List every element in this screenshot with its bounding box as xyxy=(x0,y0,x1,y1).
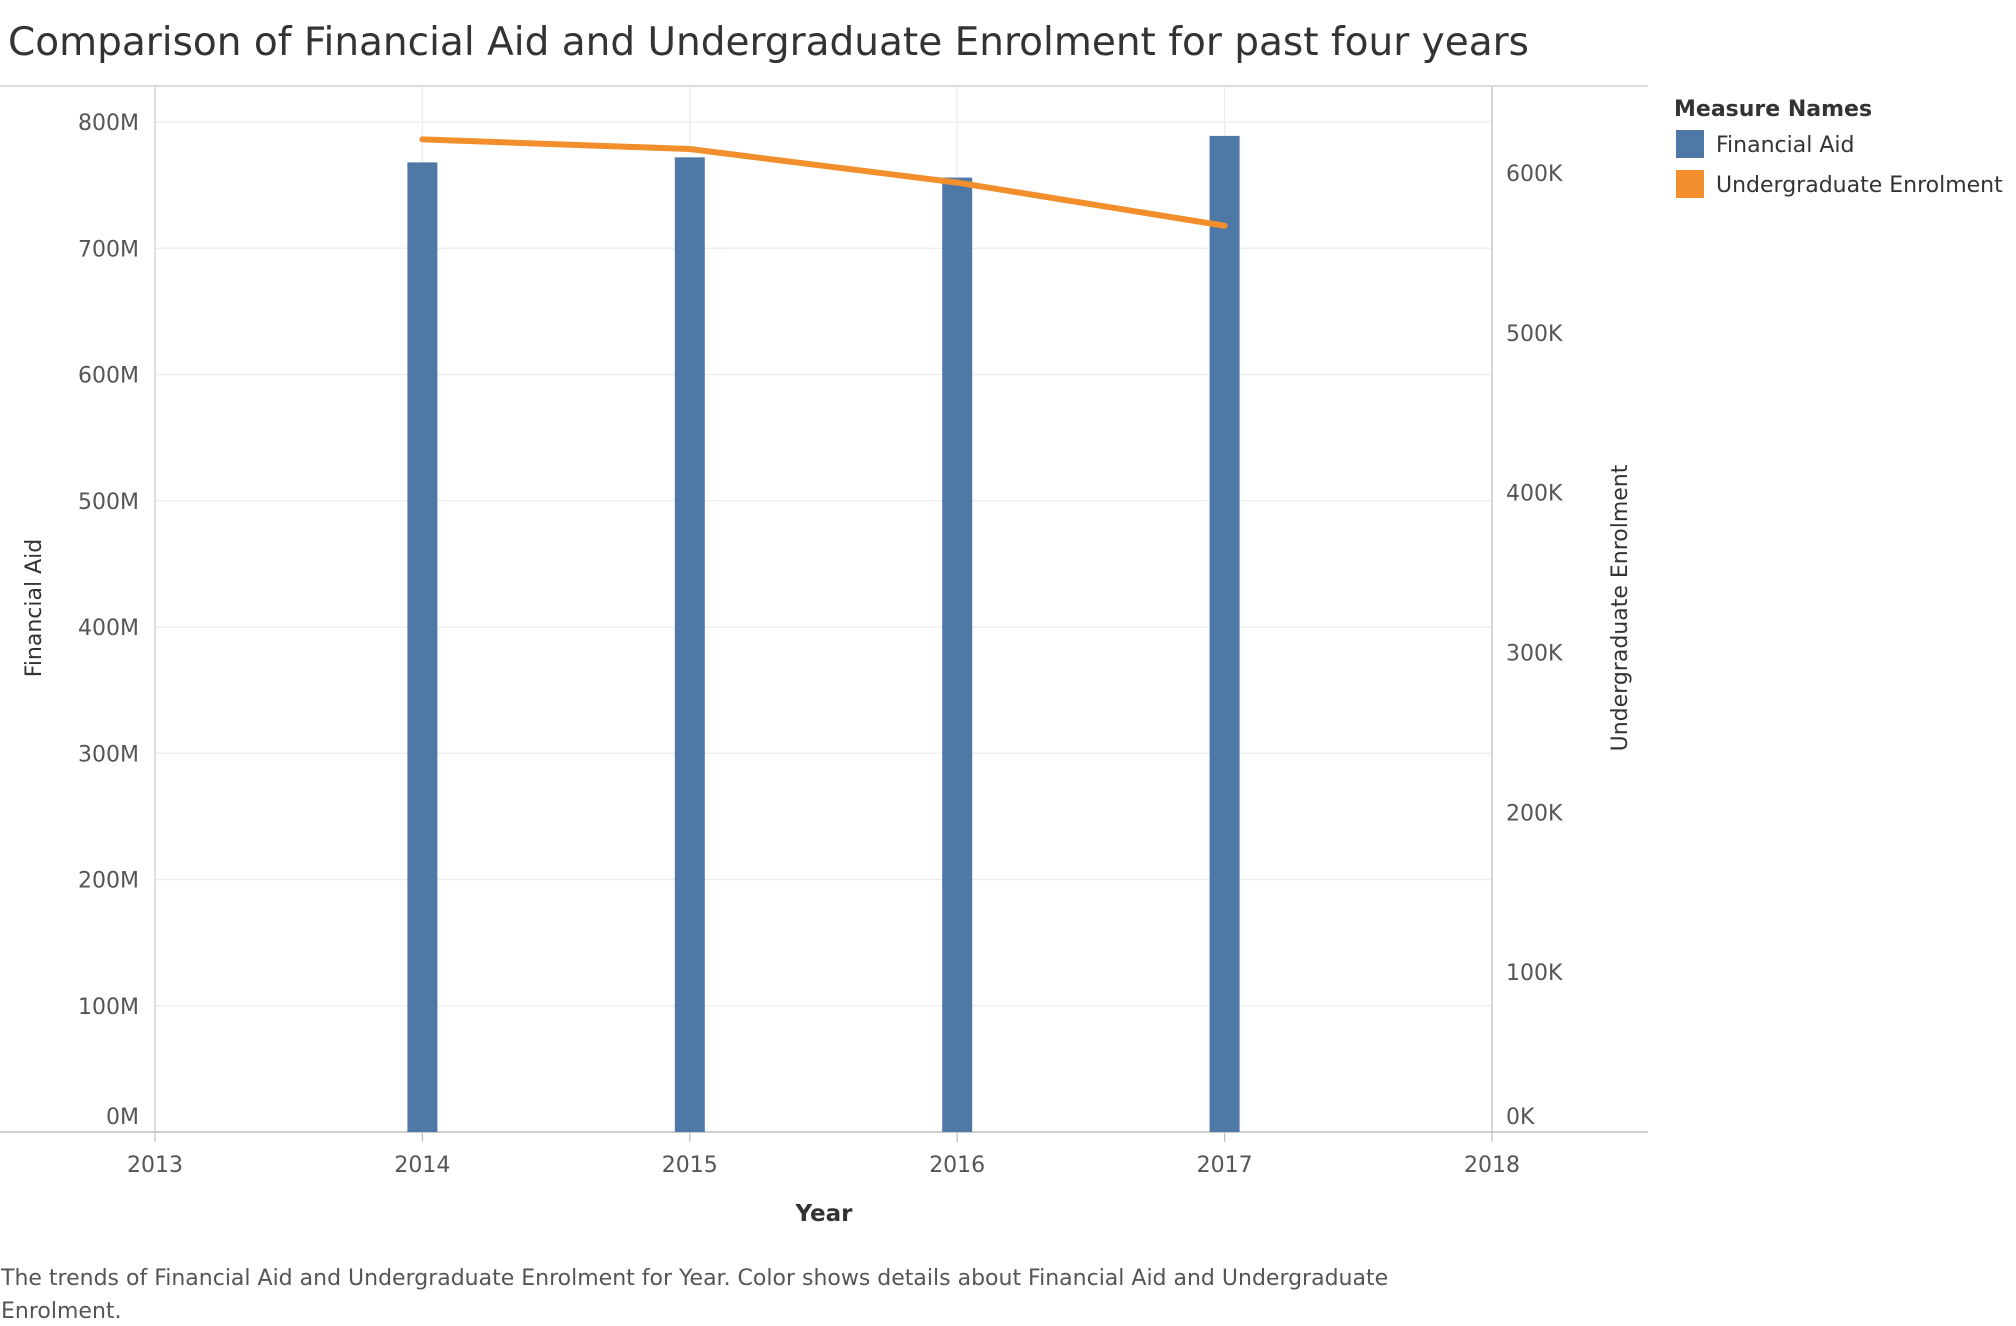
bar-financial-aid xyxy=(1209,135,1240,1132)
x-axis-ticks: 2013 2014 2015 2016 2017 2018 xyxy=(127,1132,1520,1178)
chart-caption-line-1: The trends of Financial Aid and Undergra… xyxy=(0,1266,1388,1291)
right-y-tick-label: 0K xyxy=(1506,1105,1535,1130)
right-y-tick-label: 600K xyxy=(1506,162,1563,187)
legend: Measure Names Financial Aid Undergraduat… xyxy=(1674,97,2003,198)
financial-aid-bars xyxy=(407,135,1240,1133)
legend-swatch-financial-aid xyxy=(1676,130,1704,158)
left-y-tick-label: 0M xyxy=(106,1105,139,1130)
left-y-tick-label: 400M xyxy=(78,616,139,641)
right-y-tick-label: 500K xyxy=(1506,322,1563,347)
horizontal-gridlines xyxy=(155,121,1492,1007)
bar-financial-aid xyxy=(407,162,438,1132)
right-y-axis-ticks: 0K 100K 200K 300K 400K 500K 600K xyxy=(1506,162,1563,1130)
left-y-tick-label: 300M xyxy=(78,742,139,767)
left-y-tick-label: 500M xyxy=(78,490,139,515)
left-y-tick-label: 600M xyxy=(78,364,139,389)
chart-title: Comparison of Financial Aid and Undergra… xyxy=(8,20,1529,65)
left-y-axis-ticks: 0M 100M 200M 300M 400M 500M 600M 700M 800M xyxy=(78,111,139,1130)
vertical-gridlines xyxy=(421,86,1226,1132)
left-y-tick-label: 700M xyxy=(78,237,139,262)
right-y-tick-label: 200K xyxy=(1506,801,1563,826)
right-y-axis-title: Undergraduate Enrolment xyxy=(1608,464,1633,751)
chart-caption-line-2: Enrolment. xyxy=(1,1299,122,1324)
x-tick-label: 2015 xyxy=(662,1153,718,1178)
legend-swatch-undergraduate-enrolment xyxy=(1676,170,1704,198)
left-y-axis-title: Financial Aid xyxy=(22,539,47,677)
line-undergraduate-enrolment xyxy=(419,136,1228,229)
left-y-tick-label: 200M xyxy=(78,869,139,894)
x-tick-label: 2014 xyxy=(394,1153,450,1178)
right-y-tick-label: 100K xyxy=(1506,961,1563,986)
legend-label-financial-aid: Financial Aid xyxy=(1716,133,1854,158)
legend-title: Measure Names xyxy=(1674,97,1872,122)
x-tick-label: 2016 xyxy=(929,1153,985,1178)
x-axis-title: Year xyxy=(794,1201,853,1227)
left-y-tick-label: 800M xyxy=(78,111,139,136)
x-tick-label: 2017 xyxy=(1197,1153,1253,1178)
x-tick-label: 2013 xyxy=(127,1153,183,1178)
enrolment-line-series xyxy=(419,136,1228,229)
x-tick-label: 2018 xyxy=(1464,1153,1520,1178)
right-y-tick-label: 300K xyxy=(1506,642,1563,667)
legend-label-undergraduate-enrolment: Undergraduate Enrolment xyxy=(1716,173,2003,198)
bar-financial-aid xyxy=(942,177,973,1133)
left-y-tick-label: 100M xyxy=(78,995,139,1020)
right-y-tick-label: 400K xyxy=(1506,482,1563,507)
bar-financial-aid xyxy=(674,157,705,1133)
